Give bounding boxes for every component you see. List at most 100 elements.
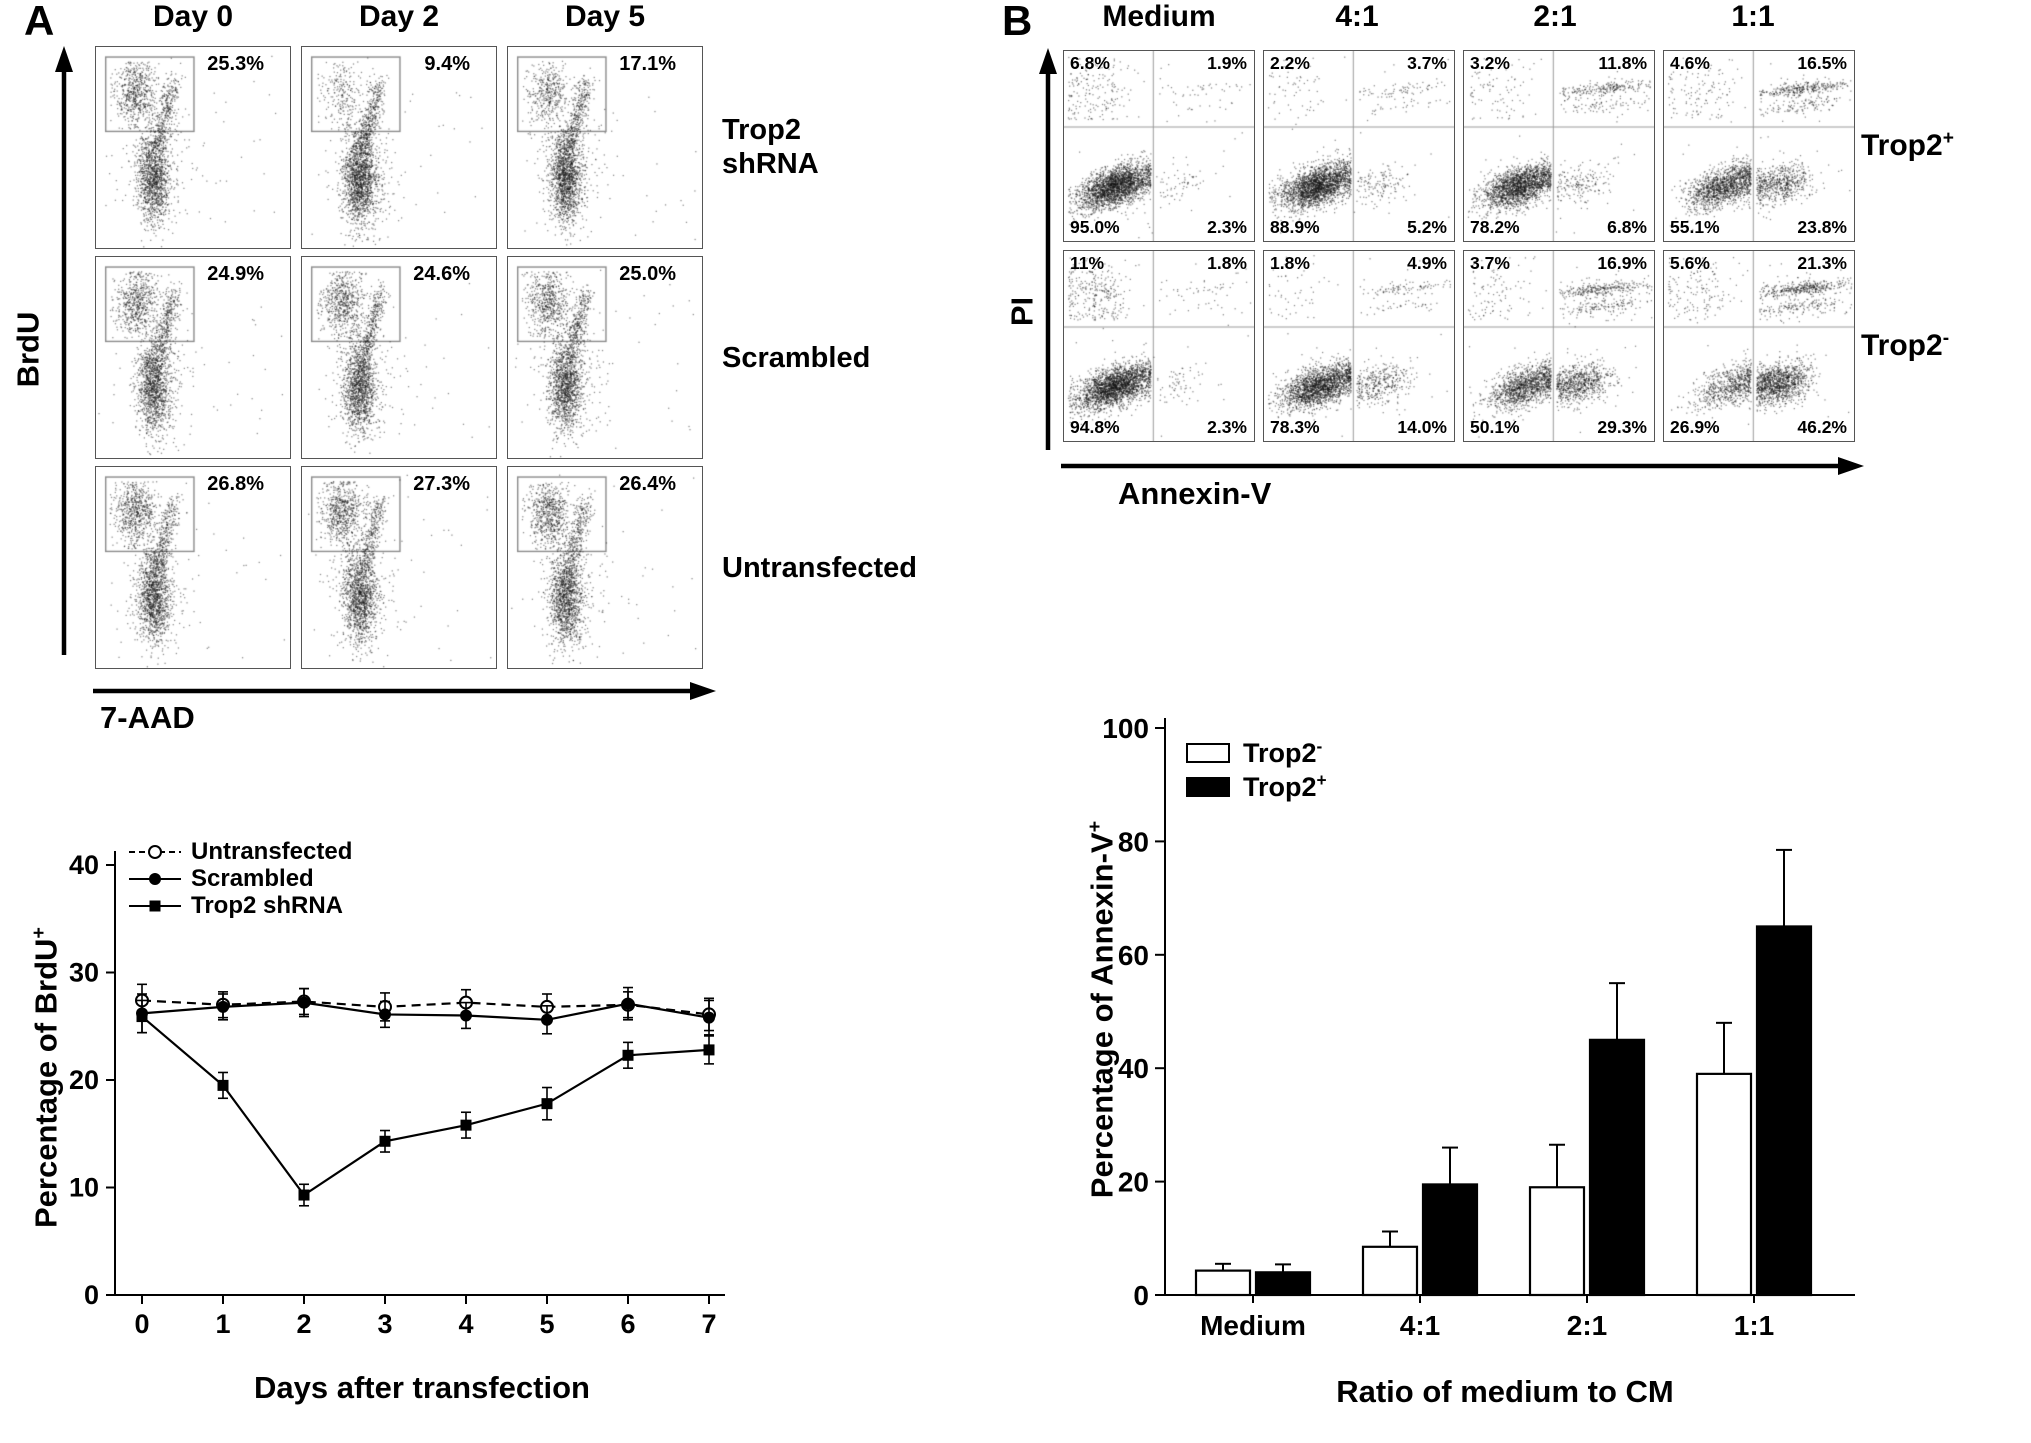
- row-label-base: Trop2: [1861, 329, 1943, 362]
- y-axis-label-sup: +: [1084, 820, 1107, 833]
- quadrant-lr-percentage-label: 14.0%: [1397, 416, 1447, 437]
- legend-label: Trop2-: [1243, 737, 1322, 768]
- flow-plot-canvas: [1264, 251, 1454, 441]
- flow-plot-canvas: [1464, 251, 1654, 441]
- flow-dot-plot-a: 24.9%: [95, 256, 291, 459]
- data-point: [622, 997, 634, 1010]
- data-point: [379, 1135, 391, 1147]
- flow-dot-plot-a: 9.4%: [301, 46, 497, 249]
- panel-b-col-header-2to1: 2:1: [1533, 0, 1577, 33]
- quadrant-ul-percentage-label: 1.8%: [1270, 253, 1310, 273]
- series-scrambled: [136, 986, 715, 1036]
- data-point: [217, 1000, 229, 1013]
- flow-plot-canvas: [302, 47, 496, 248]
- y-axis-label-base: Percentage of BrdU: [28, 938, 64, 1228]
- quadrant-lr-percentage-label: 46.2%: [1797, 416, 1847, 437]
- flow-plot-canvas: [1064, 51, 1254, 241]
- legend-item-trop2-pos: Trop2+: [1186, 770, 1327, 804]
- bar: [1361, 1245, 1419, 1297]
- y-tick-label: 0: [1133, 1280, 1149, 1311]
- gate-percentage-label: 24.6%: [413, 263, 470, 285]
- gate-percentage-label: 24.9%: [207, 263, 264, 285]
- quadrant-ll-percentage-label: 78.3%: [1270, 416, 1320, 437]
- bars-trop2-pos: [1254, 848, 1813, 1297]
- row-label-base: Trop2: [1861, 129, 1943, 162]
- bar: [1194, 1269, 1252, 1297]
- flow-plot-canvas: [302, 467, 496, 668]
- flow-plot-canvas: [96, 47, 290, 248]
- quadrant-ur-percentage-label: 11.8%: [1598, 53, 1647, 73]
- gate-percentage-label: 26.8%: [207, 473, 264, 495]
- quadrant-lr-percentage-label: 23.8%: [1797, 216, 1847, 237]
- flow-plot-canvas: [302, 257, 496, 458]
- panel-b-x-axis-label: Annexin-V: [1118, 476, 1272, 511]
- panel-b-y-axis-label: PI: [1004, 296, 1040, 327]
- flow-quadrant-plot-b: 11% 1.8% 94.8% 2.3%: [1063, 250, 1255, 442]
- flow-quadrant-plot-b: 5.6% 21.3% 26.9% 46.2%: [1663, 250, 1855, 442]
- data-point: [460, 1009, 472, 1022]
- quadrant-ul-percentage-label: 4.6%: [1670, 53, 1710, 73]
- data-point: [217, 1079, 229, 1091]
- panel-a-row-label-scrambled: Scrambled: [722, 342, 871, 374]
- panel-a-x-arrowhead-icon: [690, 682, 716, 700]
- flow-plot-canvas: [508, 467, 702, 668]
- quadrant-ll-percentage-label: 50.1%: [1470, 416, 1520, 437]
- flow-plot-canvas: [1264, 51, 1454, 241]
- quadrant-ll-percentage-label: 94.8%: [1070, 416, 1120, 437]
- quadrant-ul-percentage-label: 11%: [1070, 253, 1105, 273]
- y-tick-label: 20: [69, 1065, 99, 1095]
- data-point: [622, 1049, 634, 1061]
- flow-dot-plot-a: 24.6%: [301, 256, 497, 459]
- brdu-line-chart: 0 10 20 30 40 0 1 2 3 4 5 6 7: [69, 850, 725, 1339]
- quadrant-ul-percentage-label: 2.2%: [1270, 53, 1310, 73]
- quadrant-ll-percentage-label: 78.2%: [1470, 216, 1520, 237]
- x-tick-label: 7: [701, 1309, 716, 1339]
- flow-quadrant-plot-b: 1.8% 4.9% 78.3% 14.0%: [1263, 250, 1455, 442]
- data-point: [298, 996, 310, 1009]
- legend-label: Trop2+: [1243, 771, 1327, 801]
- panel-a-col-header-day0: Day 0: [152, 0, 234, 33]
- y-tick-label: 0: [84, 1280, 99, 1310]
- panel-b-row-label-trop2-pos: Trop2+: [1861, 128, 1954, 163]
- quadrant-ul-percentage-label: 5.6%: [1670, 253, 1710, 273]
- quadrant-ll-percentage-label: 88.9%: [1270, 216, 1320, 237]
- panel-b-x-arrowhead-icon: [1838, 457, 1864, 475]
- line-chart-x-axis-label: Days after transfection: [254, 1370, 590, 1405]
- series-line: [141, 999, 710, 1016]
- x-tick-label: 3: [377, 1309, 392, 1339]
- panel-a-row-label-trop2-shrna: Trop2 shRNA: [722, 114, 819, 181]
- filled-square-marker-icon: [129, 900, 181, 911]
- data-point: [460, 1119, 472, 1131]
- quadrant-lr-percentage-label: 6.8%: [1607, 216, 1647, 237]
- flow-dot-plot-a: 25.0%: [507, 256, 703, 459]
- y-tick-label: 80: [1118, 826, 1149, 857]
- flow-quadrant-plot-b: 3.2% 11.8% 78.2% 6.8%: [1463, 50, 1655, 242]
- panel-b-y-arrowhead-icon: [1039, 48, 1057, 74]
- line-chart-y-axis-label: Percentage of BrdU+: [28, 918, 64, 1238]
- y-tick-label: 10: [69, 1173, 99, 1203]
- panel-b-col-header-4to1: 4:1: [1335, 0, 1379, 33]
- quadrant-ur-percentage-label: 1.8%: [1207, 253, 1247, 273]
- series-line: [141, 1015, 710, 1197]
- panel-b-row-label-trop2-neg: Trop2-: [1861, 328, 1949, 363]
- legend-label: Trop2 shRNA: [191, 891, 344, 919]
- panel-b-label: B: [1002, 0, 1033, 44]
- flow-quadrant-plot-b: 6.8% 1.9% 95.0% 2.3%: [1063, 50, 1255, 242]
- bar-chart-y-axis-label: Percentage of Annexin-V+: [1084, 820, 1119, 1200]
- bars-trop2-neg: [1194, 1021, 1753, 1297]
- quadrant-ur-percentage-label: 3.7%: [1407, 53, 1447, 73]
- flow-plot-canvas: [508, 47, 702, 248]
- panel-a-row-label-untransfected: Untransfected: [722, 552, 917, 584]
- black-bar-swatch-icon: [1186, 777, 1230, 797]
- panel-a-y-axis-label: BrdU: [10, 311, 46, 388]
- bar: [1254, 1271, 1312, 1297]
- flow-quadrant-plot-b: 4.6% 16.5% 55.1% 23.8%: [1663, 50, 1855, 242]
- flow-dot-plot-a: 27.3%: [301, 466, 497, 669]
- y-tick-label: 60: [1118, 940, 1149, 971]
- panel-a-x-axis-label: 7-AAD: [100, 700, 195, 735]
- legend-label-base: Trop2: [1243, 737, 1317, 768]
- data-point: [379, 1008, 391, 1021]
- flow-plot-canvas: [96, 257, 290, 458]
- y-tick-label: 30: [69, 958, 99, 988]
